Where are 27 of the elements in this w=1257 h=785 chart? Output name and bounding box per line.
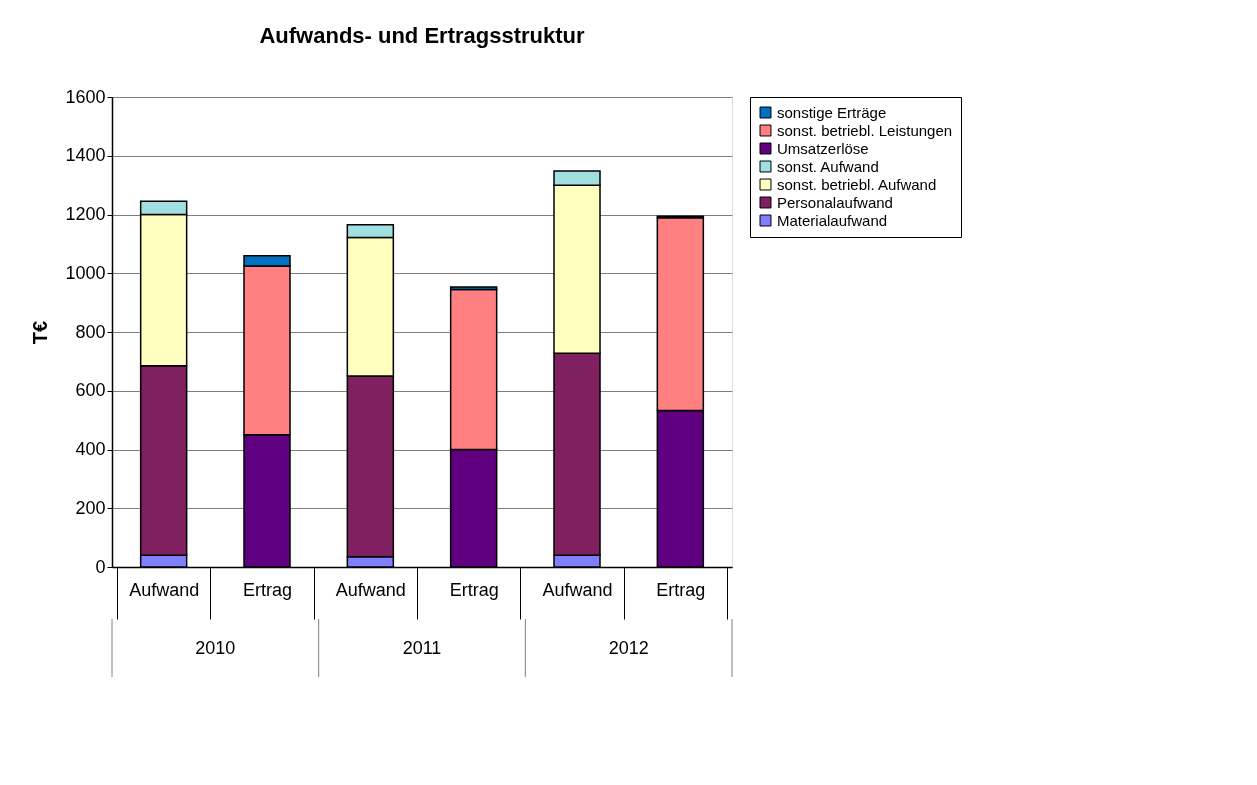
y-tick-label: 1000 [65,262,106,283]
y-tick-label: 600 [75,380,106,401]
text: 2011 [402,638,442,658]
legend-label: Personalaufwand [777,193,893,211]
legend-label: Umsatzerlöse [777,139,869,157]
y-tick-label: 1600 [65,86,106,107]
text: 2010 [195,638,236,658]
x-tick-label: Aufwand [335,579,406,600]
x-tick-label: Aufwand [542,579,613,600]
legend-label: sonst. betriebl. Leistungen [777,121,953,139]
legend-label: Materialaufwand [777,211,888,229]
x-tick-label: Ertrag [656,579,706,600]
y-axis-title: T€ [29,320,52,345]
y-tick-label: 200 [75,497,106,518]
y-tick-label: 0 [95,556,106,577]
text: 2012 [608,638,649,658]
y-tick-label: 1400 [65,145,106,166]
x-tick-label: Aufwand [129,579,200,600]
y-tick-label: 800 [75,321,106,342]
chart-title: Aufwands- und Ertragsstruktur [259,23,585,48]
legend-label: sonst. betriebl. Aufwand [777,175,937,193]
x-tick-label: Ertrag [449,579,499,600]
legend-label: sonst. Aufwand [777,157,879,175]
y-tick-label: 400 [75,439,106,459]
legend-label: sonstige Erträge [777,103,887,121]
x-tick-label: Ertrag [242,579,293,600]
y-tick-label: 1200 [65,204,106,224]
